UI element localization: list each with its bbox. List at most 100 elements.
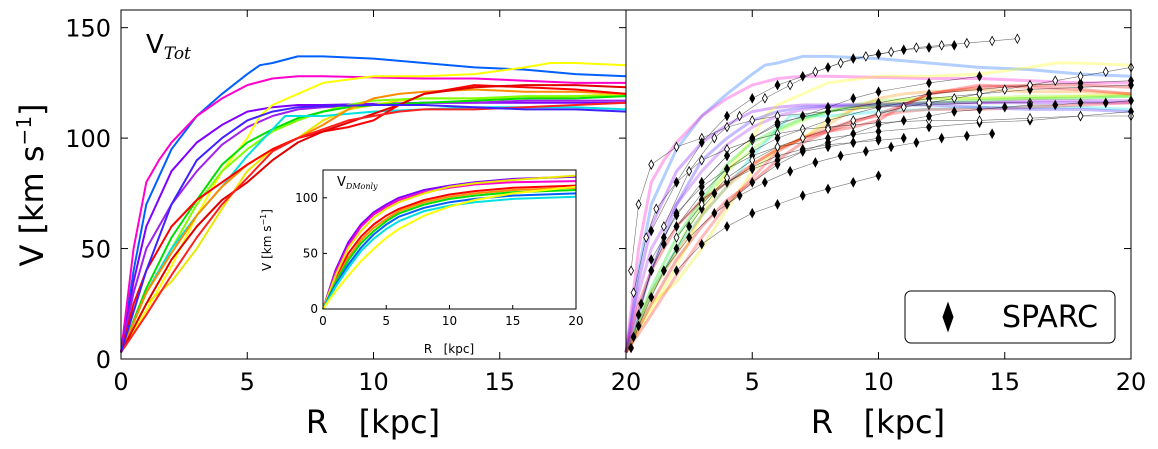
left-xtick-label: 5 xyxy=(240,368,255,396)
sparc-point xyxy=(812,66,819,78)
sparc-point xyxy=(1052,99,1059,111)
sparc-point xyxy=(673,176,680,188)
inset-line-c1 xyxy=(322,175,577,310)
sparc-point xyxy=(926,121,932,133)
sparc-point xyxy=(635,320,642,332)
inset-ytick-label: 0 xyxy=(310,302,318,316)
sparc-point xyxy=(963,37,970,49)
sparc-point xyxy=(774,141,781,153)
line-red2 xyxy=(120,84,627,353)
sparc-point xyxy=(900,101,907,113)
sparc-point xyxy=(698,137,705,148)
sparc-point xyxy=(673,141,680,153)
sparc-point xyxy=(673,210,680,221)
sparc-point xyxy=(787,79,794,91)
sparc-point xyxy=(938,132,945,144)
sparc-point xyxy=(711,132,718,144)
inset-ytick-label: 50 xyxy=(303,246,318,260)
sparc-point xyxy=(875,170,882,181)
right-sparc-points xyxy=(628,33,1134,354)
sparc-point xyxy=(875,119,882,131)
sparc-point xyxy=(749,93,756,104)
sparc-point xyxy=(850,176,857,188)
legend-label: SPARC xyxy=(1002,300,1098,335)
sparc-point xyxy=(630,287,637,299)
sparc-point xyxy=(938,40,945,51)
sparc-point xyxy=(976,88,983,100)
right-xtick-label: 10 xyxy=(863,368,894,396)
sparc-point xyxy=(711,188,718,199)
line-yellow xyxy=(120,62,627,353)
sparc-point xyxy=(913,42,920,53)
sparc-point xyxy=(900,115,907,126)
sparc-point xyxy=(698,176,705,188)
sparc-point xyxy=(653,203,660,215)
sparc-point xyxy=(951,93,958,104)
sparc-point xyxy=(976,115,983,126)
inset-line-c5 xyxy=(322,186,577,310)
sparc-point xyxy=(799,110,806,122)
sparc-point xyxy=(724,110,730,122)
sparc-point xyxy=(989,35,996,47)
left-ytick-label: 0 xyxy=(96,346,111,374)
inset-xtick-label: 0 xyxy=(319,314,327,328)
sparc-point xyxy=(673,232,680,243)
sparc-point xyxy=(686,232,693,243)
sparc-point xyxy=(648,159,655,170)
left-title-label: VTot xyxy=(146,30,191,64)
sparc-point xyxy=(799,70,806,82)
right-bg-line-yellow xyxy=(624,61,1132,354)
sparc-point xyxy=(749,163,756,175)
right-panel-sparc: 5 10 15 20 R [kpc] SPARC xyxy=(624,9,1146,441)
left-ytick-label: 100 xyxy=(65,125,111,153)
sparc-point xyxy=(686,221,693,232)
sparc-point xyxy=(875,132,882,144)
sparc-point xyxy=(635,199,642,210)
inset-line-c9 xyxy=(322,185,577,310)
line-cyan xyxy=(120,106,627,353)
sparc-point xyxy=(724,150,730,162)
sparc-point xyxy=(787,165,794,177)
sparc-point xyxy=(825,123,831,135)
sparc-point xyxy=(749,176,756,188)
sparc-point xyxy=(673,265,680,276)
sparc-point xyxy=(1077,70,1084,82)
inset-xtick-label: 15 xyxy=(505,314,520,328)
sparc-point xyxy=(673,243,680,254)
sparc-point xyxy=(850,137,857,148)
sparc-point xyxy=(1027,99,1033,111)
inset-xtick-label: 5 xyxy=(382,314,390,328)
sparc-point xyxy=(875,126,882,137)
sparc-point xyxy=(736,110,743,122)
sparc-point xyxy=(1027,112,1033,124)
sparc-point xyxy=(825,183,831,195)
sparc-point xyxy=(913,137,920,148)
right-xtick-label: 15 xyxy=(989,368,1020,396)
sparc-point xyxy=(926,77,932,89)
right-bg-line-magenta xyxy=(624,74,1131,353)
left-xtick-label: 0 xyxy=(113,368,128,396)
line-magenta xyxy=(120,75,626,353)
inset-series-lines xyxy=(322,174,577,310)
sparc-point xyxy=(749,132,756,144)
left-series-lines xyxy=(120,55,627,353)
sparc-point xyxy=(749,115,756,126)
sparc-point xyxy=(850,128,857,140)
sparc-point xyxy=(888,141,895,153)
sparc-point xyxy=(837,150,844,162)
inset-title-label: VDMonly xyxy=(337,175,378,191)
sparc-point xyxy=(736,190,743,201)
sparc-line xyxy=(701,76,980,183)
sparc-point xyxy=(976,70,983,82)
sparc-point xyxy=(761,93,768,104)
sparc-point xyxy=(638,298,645,310)
sparc-point xyxy=(724,199,730,210)
line-orange xyxy=(120,88,627,353)
left-ytick-label: 50 xyxy=(80,236,111,264)
sparc-point xyxy=(1052,75,1059,87)
inset-xtick-label: 20 xyxy=(568,314,583,328)
left-xtick-label: 10 xyxy=(358,368,389,396)
sparc-point xyxy=(850,115,857,126)
sparc-point xyxy=(825,101,831,113)
